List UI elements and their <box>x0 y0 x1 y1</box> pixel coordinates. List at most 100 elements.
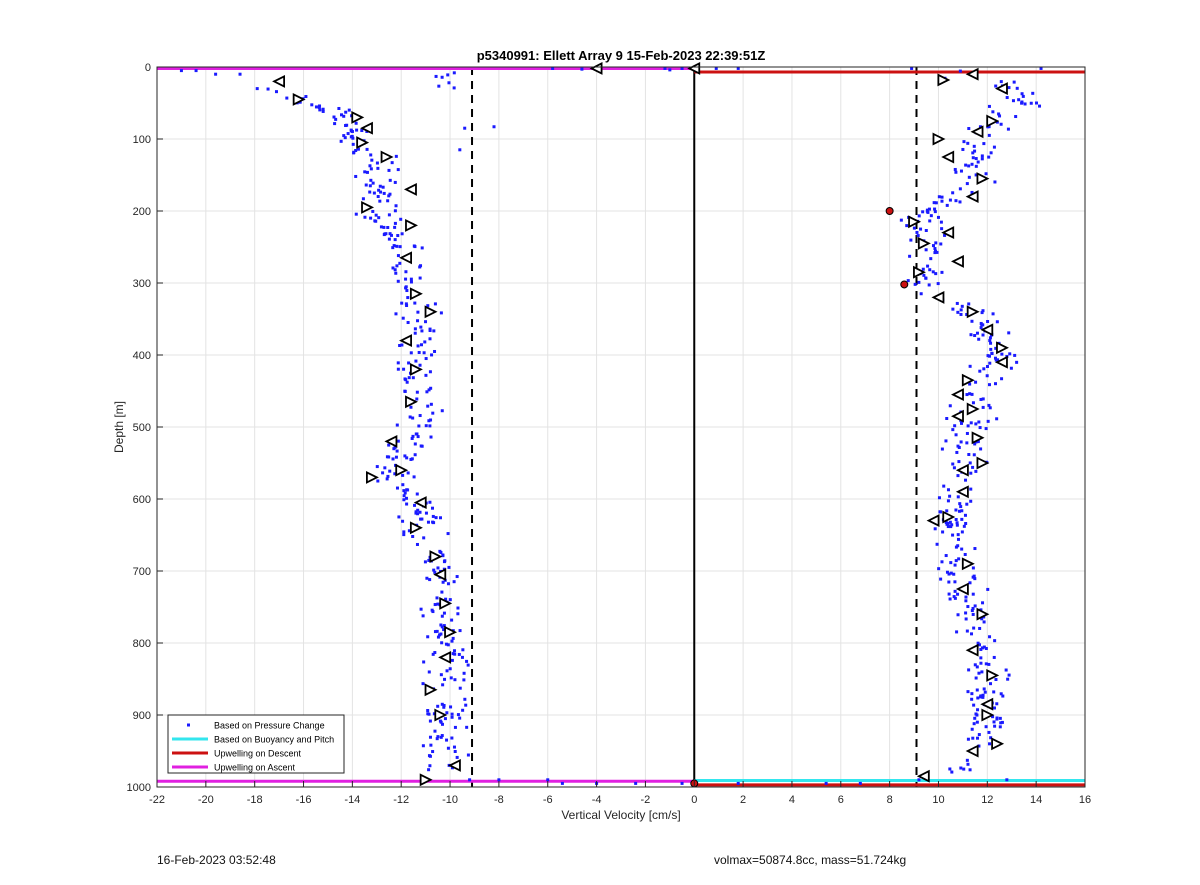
ascent-pressure-point <box>986 125 990 129</box>
descent-marker <box>424 683 438 697</box>
ascent-pressure-point <box>919 227 923 231</box>
descent-pressure-point <box>433 630 437 634</box>
x-tick-label: 14 <box>1030 794 1042 806</box>
ascent-pressure-point <box>994 677 998 681</box>
ascent-pressure-point <box>945 509 949 513</box>
descent-pressure-point <box>452 580 456 584</box>
descent-pressure-point <box>419 517 423 521</box>
ascent-pressure-point <box>940 199 944 203</box>
descent-pressure-point <box>401 473 405 477</box>
ascent-pressure-point <box>958 509 962 513</box>
ascent-marker <box>916 769 930 783</box>
descent-pressure-point <box>414 510 418 514</box>
ascent-pressure-point <box>970 392 974 396</box>
ascent-pressure-point <box>971 401 975 405</box>
ascent-pressure-point <box>912 226 916 230</box>
ascent-pressure-point <box>967 127 971 131</box>
ascent-pressure-point <box>984 725 988 729</box>
ascent-pressure-point <box>1000 352 1004 356</box>
descent-pressure-point <box>447 81 451 85</box>
descent-pressure-point <box>387 213 391 217</box>
descent-pressure-point <box>351 142 355 146</box>
descent-pressure-point <box>439 311 443 315</box>
descent-pressure-point <box>462 678 466 682</box>
descent-pressure-point <box>375 161 379 165</box>
descent-pressure-point <box>440 625 444 629</box>
descent-pressure-point <box>310 103 314 107</box>
ascent-pressure-point <box>956 592 960 596</box>
ascent-pressure-point <box>972 453 976 457</box>
ascent-pressure-point <box>934 272 938 276</box>
ascent-pressure-point <box>991 715 995 719</box>
descent-pressure-point <box>445 711 449 715</box>
descent-pressure-point <box>458 716 462 720</box>
ascent-marker <box>931 290 945 304</box>
ascent-marker <box>991 737 1005 751</box>
descent-marker <box>429 550 443 564</box>
ascent-pressure-point <box>999 692 1003 696</box>
ascent-pressure-point <box>968 768 972 772</box>
descent-pressure-point <box>396 367 400 371</box>
ascent-pressure-point <box>944 554 948 558</box>
descent-pressure-point <box>449 676 453 680</box>
descent-pressure-point <box>377 216 381 220</box>
descent-pressure-point <box>317 105 321 109</box>
ascent-pressure-point <box>934 249 938 253</box>
descent-pressure-point <box>365 147 369 151</box>
descent-pressure-point <box>420 329 424 333</box>
ascent-pressure-point <box>971 606 975 610</box>
descent-pressure-point <box>416 508 420 512</box>
ascent-pressure-point <box>948 494 952 498</box>
descent-pressure-point <box>417 350 421 354</box>
descent-pressure-point <box>451 636 455 640</box>
ascent-pressure-point <box>968 581 972 585</box>
ascent-pressure-point <box>987 133 991 137</box>
legend-box <box>167 714 345 774</box>
ascent-pressure-point <box>977 733 981 737</box>
descent-pressure-point <box>398 344 402 348</box>
ascent-pressure-point <box>983 690 987 694</box>
descent-marker <box>409 362 423 376</box>
descent-pressure-point <box>402 498 406 502</box>
descent-marker <box>272 74 286 88</box>
descent-pressure-point <box>439 720 443 724</box>
descent-pressure-point <box>442 703 446 707</box>
ascent-pressure-point <box>1034 101 1038 105</box>
descent-pressure-point <box>428 424 432 428</box>
ascent-pressure-point <box>929 214 933 218</box>
ascent-pressure-point <box>978 369 982 373</box>
descent-pressure-point <box>346 132 350 136</box>
ascent-pressure-point <box>968 382 972 386</box>
ascent-pressure-point <box>982 142 986 146</box>
descent-pressure-point <box>401 316 405 320</box>
ascent-pressure-point <box>962 524 966 528</box>
ascent-pressure-point <box>981 695 985 699</box>
ascent-pressure-point <box>973 149 977 153</box>
descent-pressure-point <box>369 178 373 182</box>
descent-pressure-point <box>393 225 397 229</box>
ascent-pressure-point <box>924 276 928 280</box>
ascent-pressure-point <box>908 254 912 258</box>
ascent-marker <box>965 643 979 657</box>
ascent-pressure-point <box>995 417 999 421</box>
x-tick-label: -18 <box>247 794 263 806</box>
ascent-marker <box>961 373 975 387</box>
pressure-outlier-point <box>824 781 828 785</box>
ascent-pressure-point <box>984 647 988 651</box>
ascent-pressure-point <box>947 580 951 584</box>
descent-pressure-point <box>394 455 398 459</box>
ascent-marker <box>970 125 984 139</box>
ascent-marker <box>913 265 926 279</box>
descent-pressure-point <box>422 351 426 355</box>
descent-pressure-point <box>368 190 372 194</box>
descent-pressure-point <box>342 134 346 138</box>
descent-pressure-point <box>418 414 422 418</box>
ascent-pressure-point <box>956 537 960 541</box>
descent-pressure-point <box>446 643 450 647</box>
descent-pressure-point <box>399 217 403 221</box>
ascent-pressure-point <box>977 671 981 675</box>
descent-pressure-point <box>410 457 414 461</box>
descent-pressure-point <box>406 296 410 300</box>
ascent-pressure-point <box>992 690 996 694</box>
descent-pressure-point <box>442 611 446 615</box>
